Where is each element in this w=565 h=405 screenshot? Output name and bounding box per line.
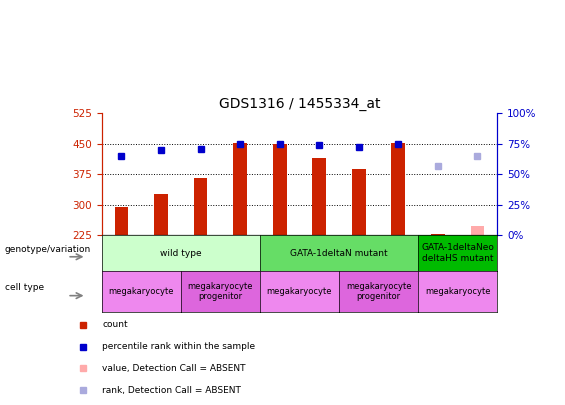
Bar xyxy=(194,178,207,235)
Text: percentile rank within the sample: percentile rank within the sample xyxy=(102,342,255,351)
Text: count: count xyxy=(102,320,128,329)
Bar xyxy=(431,234,445,235)
Text: cell type: cell type xyxy=(5,283,44,292)
Text: megakaryocyte: megakaryocyte xyxy=(425,287,490,296)
Bar xyxy=(154,194,168,235)
Bar xyxy=(273,144,286,235)
Bar xyxy=(312,158,326,235)
Title: GDS1316 / 1455334_at: GDS1316 / 1455334_at xyxy=(219,97,380,111)
Text: megakaryocyte
progenitor: megakaryocyte progenitor xyxy=(346,282,411,301)
Text: megakaryocyte: megakaryocyte xyxy=(267,287,332,296)
Text: megakaryocyte
progenitor: megakaryocyte progenitor xyxy=(188,282,253,301)
Text: megakaryocyte: megakaryocyte xyxy=(108,287,174,296)
Text: rank, Detection Call = ABSENT: rank, Detection Call = ABSENT xyxy=(102,386,241,394)
Bar xyxy=(392,143,405,235)
Bar xyxy=(471,226,484,235)
Bar xyxy=(233,143,247,235)
Text: wild type: wild type xyxy=(160,249,202,258)
Bar xyxy=(352,169,366,235)
Text: GATA-1deltaNeo
deltaHS mutant: GATA-1deltaNeo deltaHS mutant xyxy=(421,243,494,263)
Text: value, Detection Call = ABSENT: value, Detection Call = ABSENT xyxy=(102,364,246,373)
Text: genotype/variation: genotype/variation xyxy=(5,245,91,254)
Text: GATA-1deltaN mutant: GATA-1deltaN mutant xyxy=(290,249,388,258)
Bar xyxy=(115,207,128,235)
